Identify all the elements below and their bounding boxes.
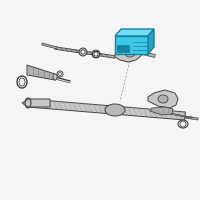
Polygon shape bbox=[115, 40, 143, 62]
Circle shape bbox=[79, 48, 87, 56]
Polygon shape bbox=[28, 99, 185, 120]
Polygon shape bbox=[148, 90, 178, 108]
Polygon shape bbox=[22, 99, 50, 107]
Polygon shape bbox=[138, 51, 155, 57]
Polygon shape bbox=[117, 45, 129, 52]
Polygon shape bbox=[115, 36, 148, 54]
Circle shape bbox=[81, 50, 85, 54]
Circle shape bbox=[124, 45, 136, 57]
Circle shape bbox=[92, 50, 100, 58]
Polygon shape bbox=[27, 65, 55, 80]
Ellipse shape bbox=[105, 104, 125, 116]
Polygon shape bbox=[115, 29, 154, 36]
Circle shape bbox=[94, 52, 98, 56]
Polygon shape bbox=[42, 43, 57, 49]
Polygon shape bbox=[150, 107, 173, 115]
Ellipse shape bbox=[53, 74, 57, 80]
Circle shape bbox=[127, 48, 133, 54]
Polygon shape bbox=[148, 29, 154, 54]
Ellipse shape bbox=[158, 95, 168, 103]
Polygon shape bbox=[185, 116, 198, 120]
Polygon shape bbox=[170, 113, 192, 118]
Polygon shape bbox=[55, 47, 115, 58]
